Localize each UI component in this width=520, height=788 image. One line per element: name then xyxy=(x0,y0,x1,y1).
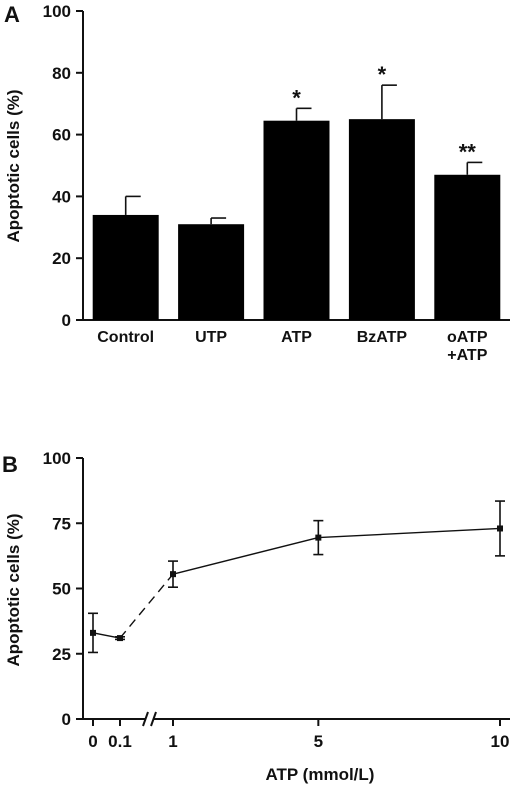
panel-a-y-tick-label: 20 xyxy=(52,249,71,268)
panel-a-y-tick-label: 100 xyxy=(43,2,71,21)
panel-a-bars: Control UTP * ATP * BzATP ** oATP+ATP xyxy=(92,62,501,364)
panel-a-x-tick-label: ATP xyxy=(281,329,312,346)
panel-b-data-point xyxy=(90,629,96,636)
panel-a-x-tick-label: UTP xyxy=(195,329,227,346)
panel-b-y-tick-label: 0 xyxy=(62,710,71,729)
panel-b-x-tick-label: 0 xyxy=(88,732,97,751)
panel-b-data-point xyxy=(117,635,123,642)
panel-a-y-tick-label: 60 xyxy=(52,126,71,145)
panel-a-bar xyxy=(434,174,501,320)
panel-a-significance-mark: * xyxy=(378,62,387,87)
panel-a-y-tick-label: 40 xyxy=(52,187,71,206)
panel-a-x-tick-label: +ATP xyxy=(447,347,487,364)
panel-b-y-tick-label: 100 xyxy=(43,449,71,468)
panel-a-significance-mark: ** xyxy=(459,139,477,164)
panel-b-axes: 0 25 50 75 100 0 0.1 1 5 10 xyxy=(43,449,510,751)
panel-a-y-tick-label: 0 xyxy=(62,311,71,330)
panel-a-bar xyxy=(348,119,415,321)
panel-b-x-tick-label: 10 xyxy=(491,732,510,751)
panel-b-label: B xyxy=(2,452,18,477)
panel-b-axis-break-mark xyxy=(142,711,149,727)
panel-b-data-point xyxy=(170,571,176,578)
panel-b-y-tick-label: 25 xyxy=(52,645,71,664)
panel-b-axis-break-mark xyxy=(150,711,157,727)
panel-a-y-axis-label: Apoptotic cells (%) xyxy=(4,89,23,242)
panel-a: A Apoptotic cells (%) 0 20 40 60 80 100 Contr… xyxy=(4,2,510,364)
panel-b-x-tick-label: 5 xyxy=(314,732,323,751)
panel-a-bar xyxy=(263,120,330,320)
panel-b-data-point xyxy=(315,534,322,541)
panel-a-bar xyxy=(92,214,159,320)
panel-b-x-tick-label: 0.1 xyxy=(108,732,132,751)
panel-a-x-tick-label: Control xyxy=(97,329,154,346)
panel-b-x-tick-label: 1 xyxy=(168,732,177,751)
panel-a-label: A xyxy=(4,2,20,27)
panel-b: B Apoptotic cells (%) ATP (mmol/L) 02550… xyxy=(2,449,510,784)
panel-b-series-segment xyxy=(119,573,174,639)
panel-a-x-tick-label: oATP xyxy=(447,329,488,346)
panel-b-series xyxy=(88,500,505,654)
panel-a-bar xyxy=(178,224,245,320)
panel-b-series-segment xyxy=(318,527,501,539)
panel-a-y-tick-label: 80 xyxy=(52,64,71,83)
panel-b-data-point xyxy=(497,525,503,532)
panel-b-x-axis-label: ATP (mmol/L) xyxy=(266,765,375,784)
panel-a-x-tick-label: BzATP xyxy=(357,329,408,346)
panel-b-y-tick-label: 50 xyxy=(52,580,71,599)
panel-b-series-segment xyxy=(172,536,319,575)
panel-a-significance-mark: * xyxy=(292,85,301,110)
panel-b-y-tick-label: 75 xyxy=(52,514,71,533)
panel-b-y-axis-label: Apoptotic cells (%) xyxy=(4,513,23,666)
